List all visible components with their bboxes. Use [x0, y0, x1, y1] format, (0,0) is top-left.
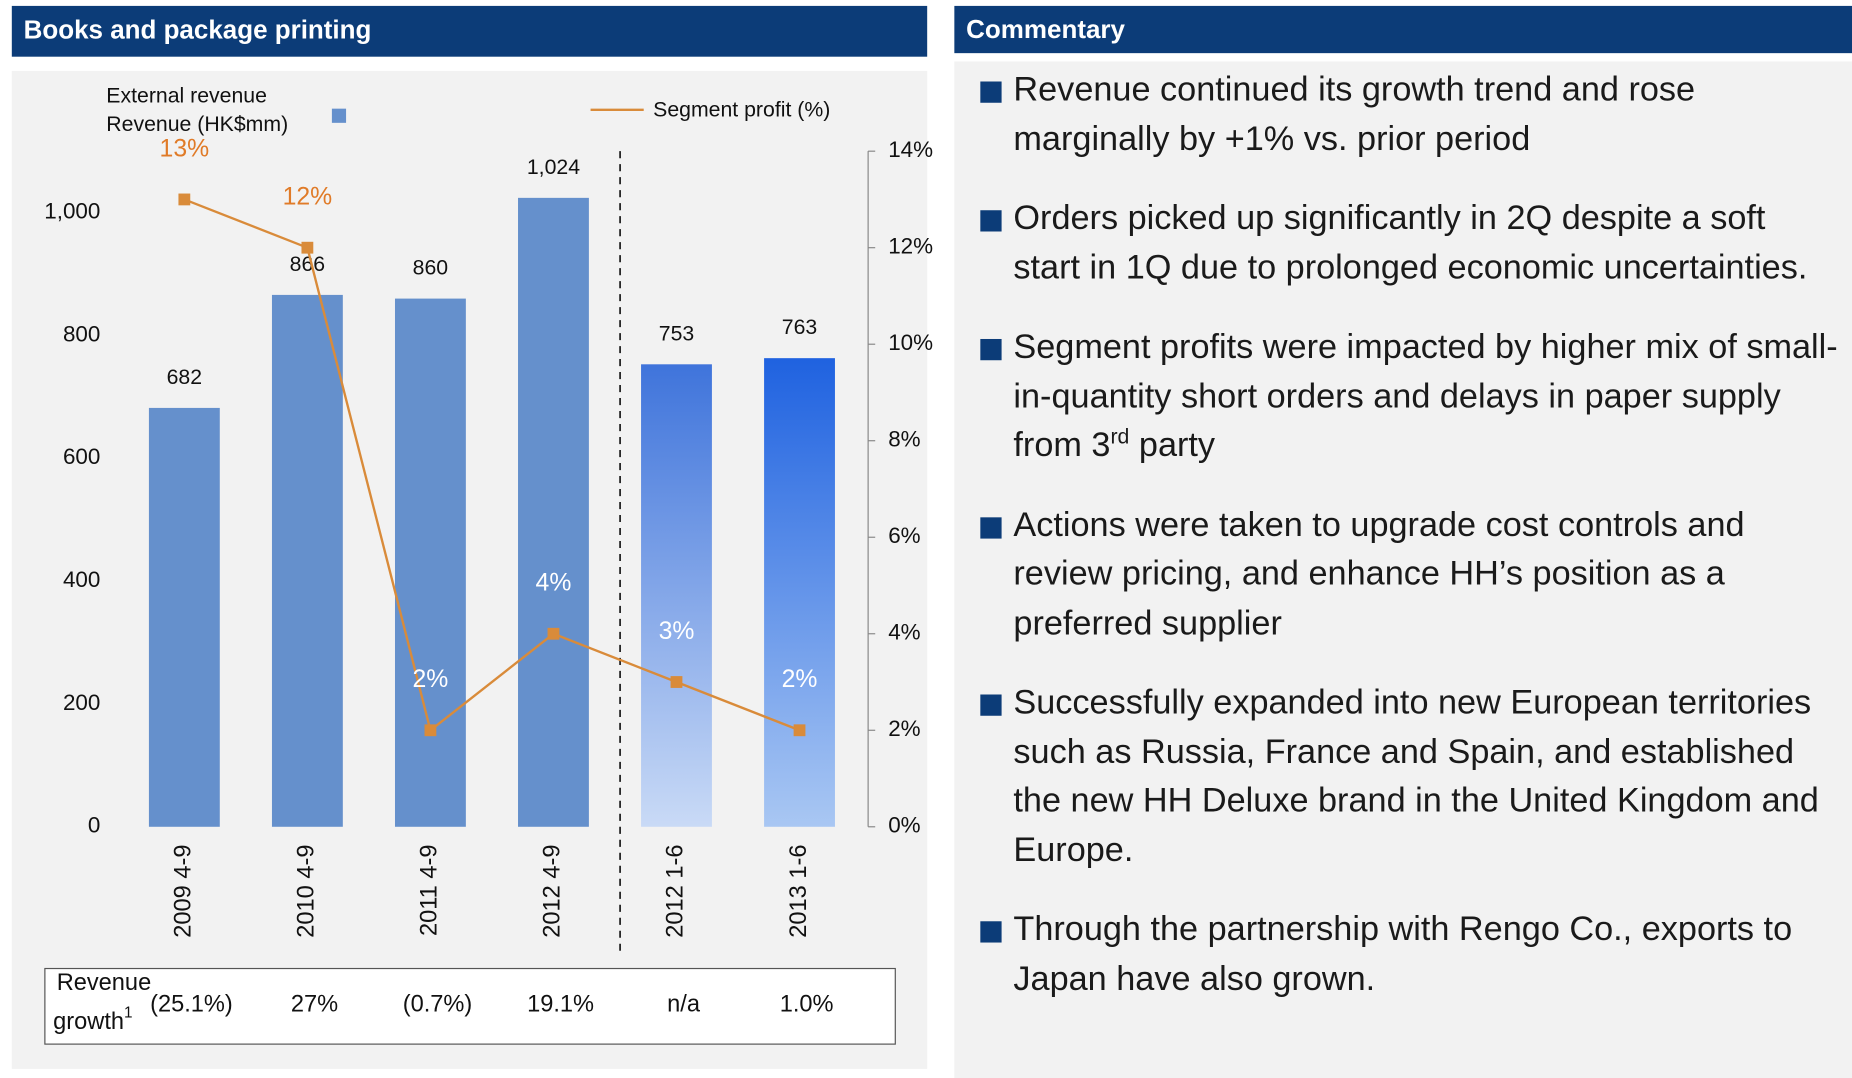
y-tick-label: 800 — [63, 321, 100, 346]
bullet: Orders picked up significantly in 2Q des… — [954, 195, 1852, 293]
profit-marker — [547, 627, 560, 640]
growth-value: (25.1%) — [150, 991, 233, 1017]
bar — [148, 407, 220, 827]
bullet-marker — [980, 694, 1002, 716]
commentary-title: Commentary — [954, 5, 1852, 54]
bar — [394, 298, 466, 827]
profit-marker — [670, 676, 683, 688]
growth-value: (0.7%) — [403, 991, 473, 1017]
y2-tick-label: 14% — [888, 137, 933, 162]
bullet-marker — [980, 81, 1002, 103]
profit-marker — [178, 193, 191, 206]
profit-marker — [424, 724, 437, 737]
bar-value-label: 763 — [782, 315, 817, 339]
title-bar — [11, 5, 928, 57]
y2-tick-label: 0% — [888, 813, 920, 838]
y2-tick-label: 12% — [888, 234, 933, 259]
growth-value: 19.1% — [527, 991, 594, 1017]
y2-tick-label: 8% — [888, 427, 920, 452]
bullet-text: Successfully expanded into new European … — [1013, 683, 1819, 869]
bullet-text: Segment profits were impacted by higher … — [1013, 328, 1838, 465]
x-tick-label: 2012 4-9 — [540, 845, 566, 938]
bullet-text: Orders picked up significantly in 2Q des… — [1013, 199, 1808, 287]
bar-value-label: 753 — [659, 321, 694, 345]
growth-label: growth1 — [53, 1004, 132, 1035]
legend-label: Revenue (HK$mm) — [106, 112, 288, 136]
y2-tick-label: 2% — [888, 716, 920, 741]
bar — [641, 364, 712, 827]
profit-value-label: 2% — [782, 666, 818, 693]
chart-title: Books and package printing — [24, 15, 372, 45]
bullet-text: Through the partnership with Rengo Co., … — [1013, 910, 1793, 998]
profit-marker — [793, 724, 806, 737]
bullet-text: party — [1129, 426, 1216, 465]
bullet-marker — [980, 516, 1002, 539]
legend-swatch — [331, 108, 347, 123]
footnote-mark: 1 — [124, 1004, 133, 1021]
y-tick-label: 1,000 — [44, 199, 100, 224]
bar-value-label: 682 — [167, 365, 202, 389]
bullet-text: Revenue continued its growth trend and r… — [1013, 70, 1696, 158]
bullet: Segment profits were impacted by higher … — [954, 324, 1852, 471]
legend-title: External revenue — [106, 83, 267, 107]
profit-value-label: 13% — [160, 135, 210, 162]
growth-value: 27% — [291, 991, 338, 1017]
bullet-marker — [980, 921, 1002, 943]
x-tick-label: 2012 1-6 — [663, 845, 689, 938]
profit-line — [183, 198, 800, 733]
profit-value-label: 4% — [536, 570, 572, 597]
y2-tick-label: 10% — [888, 330, 933, 355]
bullet: Through the partnership with Rengo Co., … — [954, 906, 1852, 1004]
bullet-superscript: rd — [1110, 424, 1130, 449]
y-tick-label: 600 — [63, 444, 100, 469]
x-tick-label: 2013 1-6 — [786, 845, 812, 938]
bar-value-label: 1,024 — [527, 155, 580, 179]
growth-value: 1.0% — [780, 991, 834, 1017]
growth-table — [44, 967, 896, 1045]
y2-tick-label: 4% — [888, 620, 920, 645]
bar — [764, 358, 835, 827]
bullet: Revenue continued its growth trend and r… — [954, 66, 1852, 164]
y-tick-label: 0 — [88, 813, 100, 838]
chart: Books and package printing External reve… — [11, 5, 933, 1069]
growth-label-text: growth — [53, 1009, 124, 1035]
profit-value-label: 2% — [412, 666, 448, 693]
profit-marker — [301, 241, 314, 254]
y2-tick-label: 6% — [888, 523, 920, 548]
bullet-text: Actions were taken to upgrade cost contr… — [1013, 506, 1745, 642]
bar — [271, 294, 343, 827]
legend-label: Segment profit (%) — [653, 98, 830, 122]
profit-value-label: 3% — [659, 618, 695, 645]
x-tick-label: 2009 4-9 — [171, 845, 197, 938]
y-tick-label: 400 — [63, 567, 100, 592]
bullet-marker — [980, 338, 1002, 361]
bullet: Successfully expanded into new European … — [954, 679, 1852, 875]
bullet-list: Revenue continued its growth trend and r… — [954, 61, 1852, 1004]
growth-label: Revenue — [57, 970, 152, 996]
growth-value: n/a — [667, 991, 701, 1017]
commentary: Revenue continued its growth trend and r… — [954, 61, 1852, 1078]
bar — [518, 197, 589, 827]
x-tick-label: 2011 4-9 — [417, 845, 443, 936]
bar-value-label: 866 — [290, 252, 325, 276]
bullet-marker — [980, 210, 1002, 232]
y-tick-label: 200 — [63, 690, 100, 715]
profit-value-label: 12% — [283, 184, 333, 211]
bar-value-label: 860 — [413, 256, 448, 280]
x-tick-label: 2010 4-9 — [294, 845, 320, 938]
bullet: Actions were taken to upgrade cost contr… — [954, 501, 1852, 648]
